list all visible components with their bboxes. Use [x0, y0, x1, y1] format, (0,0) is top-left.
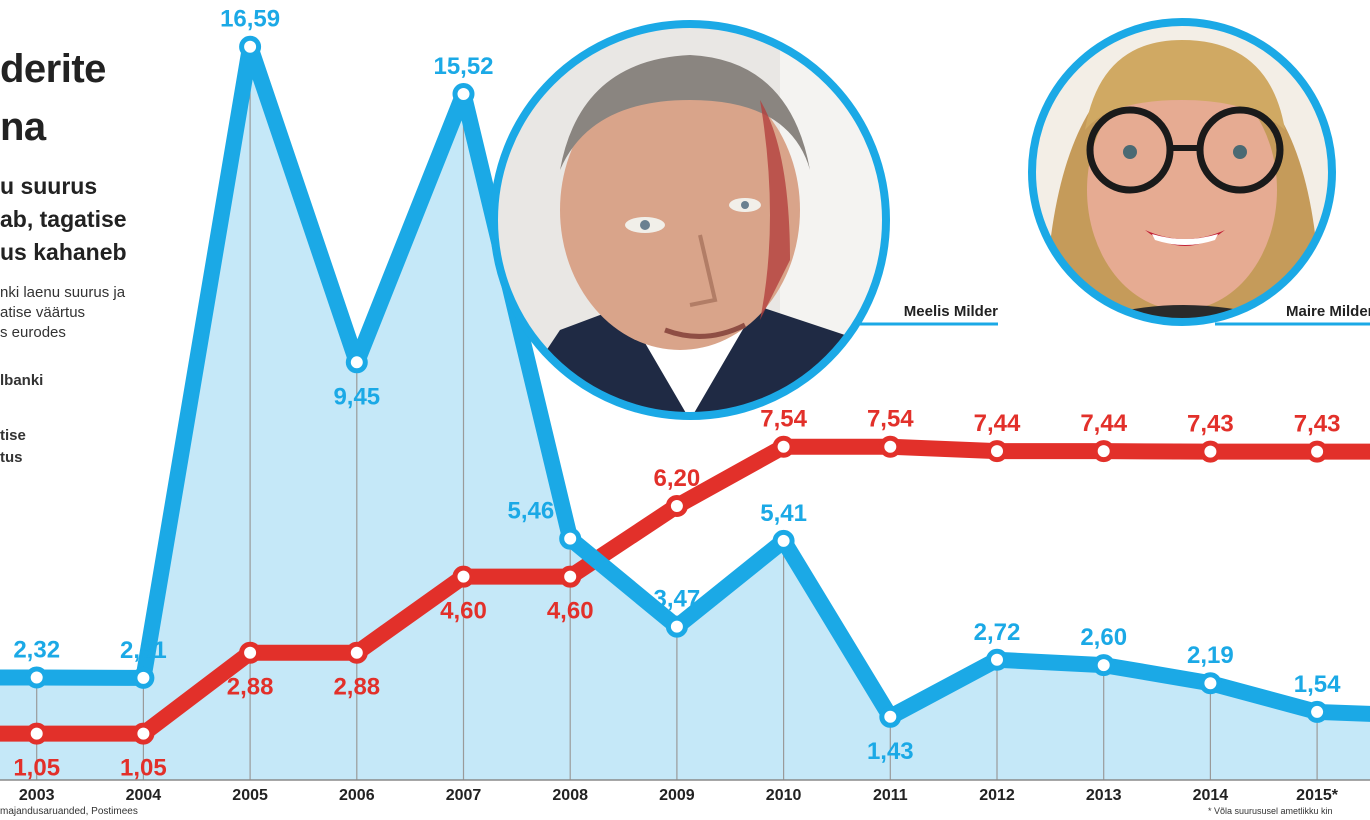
x-tick-label: 2006: [339, 787, 375, 804]
chart-description: nki laenu suurus ja atise väärtus s euro…: [0, 284, 126, 341]
data-point-collateral: [879, 435, 902, 458]
data-point-collateral: [25, 722, 48, 745]
data-label-collateral: 4,60: [547, 598, 594, 625]
chart-subtitle: u suurus ab, tagatise us kahaneb: [0, 173, 127, 265]
legend-collateral: tise tus: [0, 427, 26, 466]
x-tick-label: 2015*: [1296, 787, 1339, 804]
data-point-loan: [132, 666, 155, 689]
x-tick-label: 2010: [766, 787, 802, 804]
photo-name-maire: Maire Milder: [1286, 303, 1370, 320]
data-point-loan: [345, 351, 368, 374]
data-label-collateral: 1,05: [13, 755, 60, 782]
data-label-loan: 2,72: [974, 619, 1021, 646]
data-point-collateral: [1306, 440, 1329, 463]
footnote: * Võla suurususel ametlikku kin: [1208, 806, 1333, 816]
data-point-loan: [772, 529, 795, 552]
data-point-loan: [1092, 654, 1115, 677]
title-block: derite na u suurus ab, tagatise us kahan…: [0, 40, 150, 343]
data-label-collateral: 7,44: [1080, 410, 1127, 437]
data-point-loan: [986, 648, 1008, 671]
x-tick-label: 2004: [126, 787, 162, 804]
data-point-loan: [239, 35, 262, 58]
x-tick-label: 2013: [1086, 787, 1122, 804]
data-point-loan: [1306, 700, 1329, 723]
x-tick-label: 2007: [446, 787, 482, 804]
data-label-collateral: 7,43: [1294, 411, 1341, 438]
data-point-loan: [1199, 672, 1222, 695]
data-label-loan: 15,52: [433, 53, 493, 80]
data-label-loan: 5,41: [760, 500, 807, 527]
data-label-collateral: 4,60: [440, 598, 487, 625]
data-label-loan: 2,31: [120, 637, 167, 664]
data-point-loan: [879, 705, 902, 728]
photo-meelis-milder: Meelis Milder: [490, 20, 998, 420]
data-label-collateral: 6,20: [654, 465, 701, 492]
data-label-collateral: 2,88: [227, 674, 274, 701]
data-point-collateral: [345, 641, 368, 664]
data-label-loan: 2,19: [1187, 642, 1234, 669]
data-label-collateral: 7,54: [867, 406, 914, 433]
x-tick-label: 2012: [979, 787, 1015, 804]
data-label-collateral: 1,05: [120, 755, 167, 782]
data-label-loan: 2,32: [13, 636, 60, 663]
data-point-collateral: [132, 722, 155, 745]
x-tick-label: 2009: [659, 787, 695, 804]
data-point-collateral: [452, 565, 475, 588]
data-label-loan: 1,43: [867, 738, 914, 765]
source-note: majandusaruanded, Postimees: [0, 806, 138, 817]
data-label-loan: 2,60: [1080, 624, 1127, 651]
x-tick-label: 2008: [552, 787, 588, 804]
data-point-loan: [559, 527, 582, 550]
x-tick-label: 2011: [873, 787, 908, 804]
chart-title: derite na: [0, 47, 106, 149]
data-label-loan: 5,46: [507, 498, 554, 525]
data-point-collateral: [665, 494, 688, 517]
data-label-loan: 3,47: [654, 586, 701, 613]
data-point-loan: [665, 615, 688, 638]
photo-maire-milder: Maire Milder: [1028, 18, 1370, 326]
data-point-collateral: [1092, 440, 1115, 463]
x-tick-label: 2005: [232, 787, 268, 804]
x-tick-label: 2003: [19, 787, 55, 804]
data-label-loan: 16,59: [220, 6, 280, 33]
data-label-collateral: 7,54: [760, 406, 807, 433]
data-label-loan: 1,54: [1294, 671, 1341, 698]
data-label-loan: 9,45: [333, 383, 380, 410]
data-point-loan: [25, 666, 48, 689]
legend-loan: lbanki: [0, 372, 44, 389]
data-point-collateral: [559, 565, 582, 588]
data-label-collateral: 7,44: [974, 410, 1021, 437]
x-tick-label: 2014: [1193, 787, 1229, 804]
data-label-collateral: 2,88: [333, 674, 380, 701]
data-point-collateral: [986, 440, 1008, 463]
photo-name-meelis: Meelis Milder: [904, 303, 998, 320]
data-point-collateral: [239, 641, 262, 664]
data-label-collateral: 7,43: [1187, 411, 1234, 438]
area-fill-loan: [0, 46, 1370, 780]
data-point-collateral: [772, 435, 795, 458]
data-point-collateral: [1199, 440, 1222, 463]
data-point-loan: [452, 83, 475, 106]
